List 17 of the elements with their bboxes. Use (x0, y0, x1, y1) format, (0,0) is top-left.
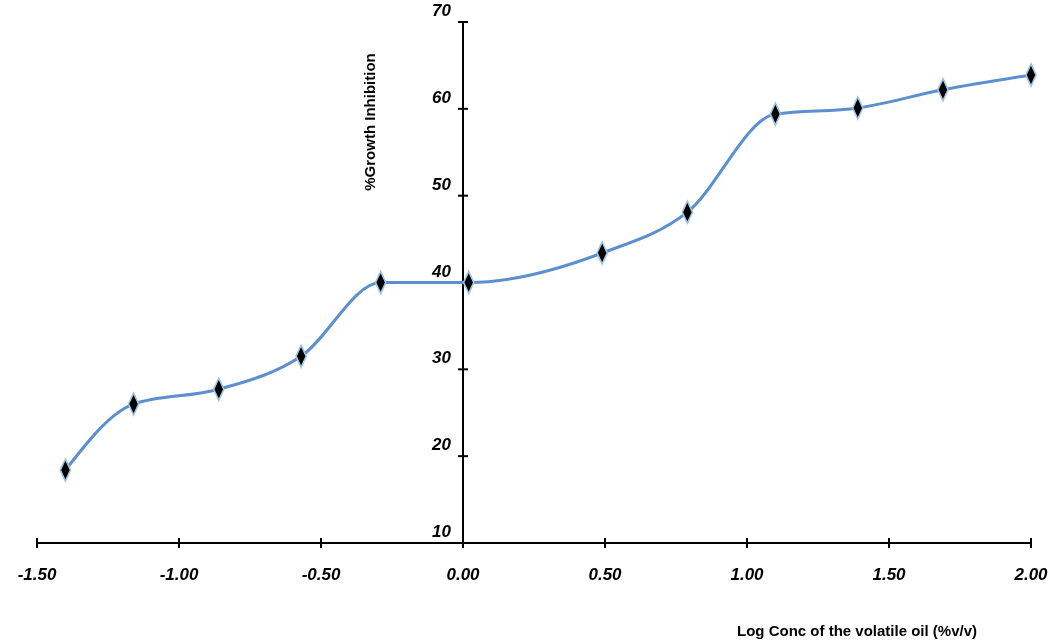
x-tick-label: 0.00 (446, 565, 481, 584)
y-tick-label: 10 (432, 522, 452, 541)
y-tick-label: 40 (431, 261, 452, 281)
y-tick-label: 20 (431, 435, 452, 455)
x-tick-label: 2.00 (1013, 565, 1049, 584)
y-tick-label: 60 (432, 87, 452, 107)
x-tick-label: 1.00 (730, 565, 765, 584)
y-tick-label: 50 (432, 174, 452, 194)
y-tick-label: 30 (432, 348, 452, 368)
x-axis-title: Log Conc of the volatile oil (%v/v) (736, 622, 977, 639)
y-axis-title: %Growth Inhibition (361, 53, 378, 191)
x-tick-label: -1.00 (159, 565, 199, 584)
x-tick-label: -1.50 (17, 565, 57, 584)
x-tick-label: -0.50 (301, 565, 341, 584)
x-tick-label: 0.50 (588, 565, 623, 584)
y-tick-label: 70 (432, 1, 452, 20)
x-tick-label: 1.50 (872, 565, 907, 584)
